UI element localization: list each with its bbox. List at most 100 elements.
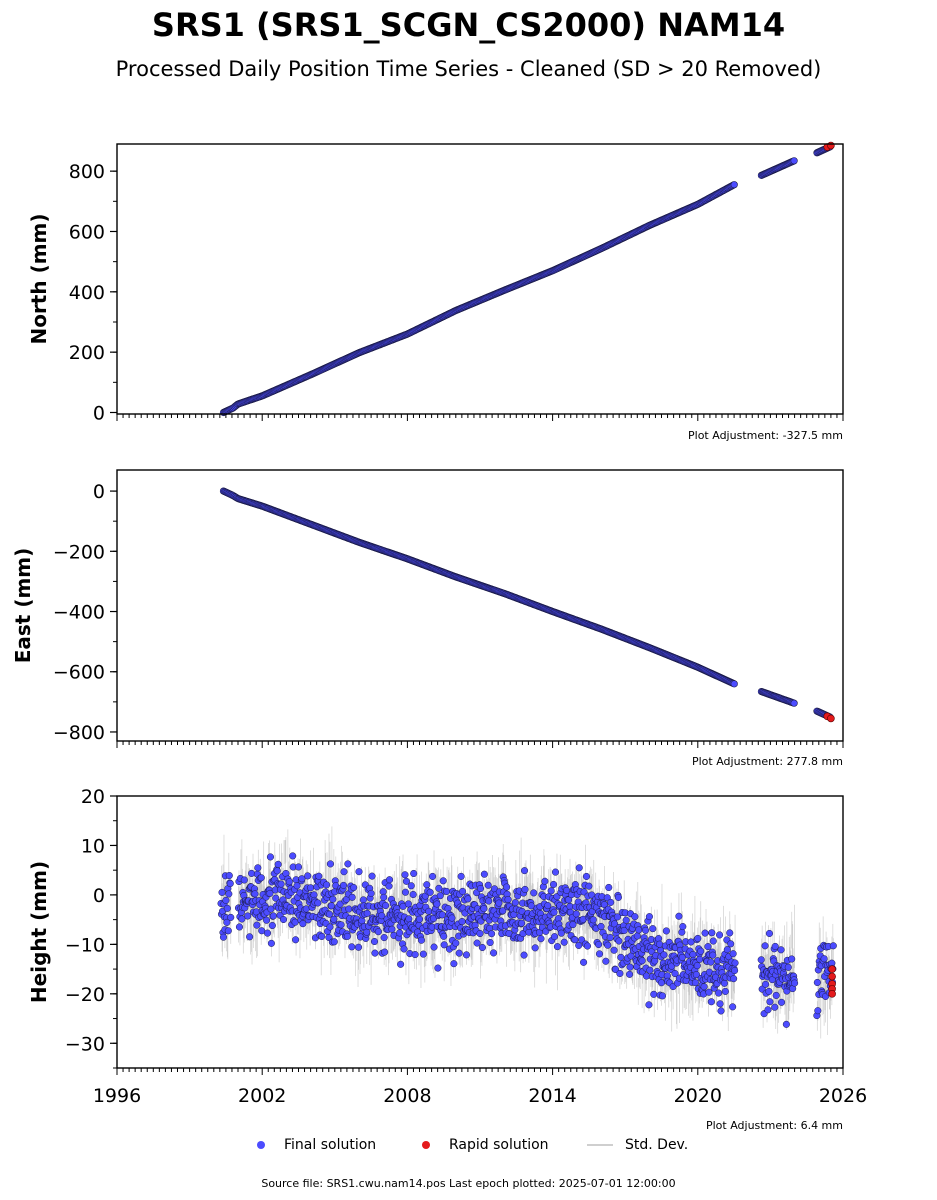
final-point xyxy=(791,979,799,987)
final-point xyxy=(344,860,352,868)
y-tick-label: −800 xyxy=(53,722,105,744)
final-point xyxy=(440,941,448,949)
final-point xyxy=(585,882,593,890)
final-point xyxy=(227,913,235,921)
final-point xyxy=(813,978,821,987)
final-point xyxy=(731,967,739,975)
final-point xyxy=(537,935,545,943)
final-point xyxy=(622,916,630,924)
final-point xyxy=(348,893,356,901)
final-point xyxy=(371,949,379,957)
final-point xyxy=(348,943,356,951)
x-tick-label: 2008 xyxy=(383,1085,431,1107)
final-point xyxy=(761,942,769,950)
final-point xyxy=(450,960,458,968)
final-point xyxy=(340,868,348,876)
y-tick-label: 10 xyxy=(81,835,105,857)
panel-0: 0 200 400 600 800 North (mm) xyxy=(27,141,844,424)
final-point xyxy=(302,905,310,913)
final-point xyxy=(557,929,565,937)
y-axis-label: Height (mm) xyxy=(27,861,51,1003)
final-point xyxy=(511,899,519,907)
final-point xyxy=(219,933,228,941)
final-point xyxy=(633,932,641,940)
final-point xyxy=(616,969,624,978)
x-tick-label: 2002 xyxy=(238,1085,286,1107)
final-point xyxy=(691,979,699,987)
final-point xyxy=(504,895,512,904)
final-point xyxy=(480,905,488,913)
final-point xyxy=(354,943,363,951)
final-point xyxy=(518,919,526,927)
final-point xyxy=(343,932,351,940)
final-point xyxy=(521,885,529,893)
stddev-line-icon xyxy=(587,1144,613,1146)
final-point xyxy=(363,909,371,917)
final-point xyxy=(660,951,668,959)
final-point xyxy=(473,939,481,947)
final-point xyxy=(784,963,792,971)
legend: Final solution Rapid solution Std. Dev. xyxy=(0,1137,937,1159)
final-point xyxy=(485,897,493,905)
final-point xyxy=(222,896,230,904)
final-point xyxy=(764,1006,772,1014)
final-point xyxy=(571,936,579,944)
final-point xyxy=(580,958,588,966)
final-point xyxy=(339,881,348,889)
final-point xyxy=(520,867,529,875)
final-point xyxy=(263,929,272,937)
final-point xyxy=(457,872,465,880)
final-point xyxy=(569,921,577,929)
final-point xyxy=(727,940,735,948)
final-point xyxy=(541,877,549,885)
final-point xyxy=(550,933,559,941)
final-point xyxy=(415,915,424,923)
legend-stddev-label: Std. Dev. xyxy=(625,1137,689,1153)
final-point xyxy=(572,910,580,918)
final-point xyxy=(595,950,604,958)
final-point xyxy=(765,929,773,938)
y-tick-label: −600 xyxy=(53,662,105,684)
final-point xyxy=(721,987,729,995)
final-point xyxy=(790,157,798,165)
final-point xyxy=(617,953,625,961)
final-point xyxy=(480,870,488,878)
final-point xyxy=(582,872,591,880)
final-point xyxy=(547,887,555,895)
final-point xyxy=(435,884,443,892)
final-point xyxy=(433,900,441,908)
final-point xyxy=(269,912,277,920)
legend-rapid: Rapid solution xyxy=(422,1137,549,1153)
final-point xyxy=(715,989,723,997)
final-point xyxy=(626,970,634,978)
final-point xyxy=(440,932,448,940)
final-point xyxy=(530,889,538,897)
final-point xyxy=(790,699,798,707)
legend-final: Final solution xyxy=(257,1137,376,1153)
final-point xyxy=(330,938,338,946)
y-tick-label: 0 xyxy=(93,885,105,907)
final-point xyxy=(716,1000,724,1008)
plot-frame xyxy=(116,143,844,415)
chart-subtitle: Processed Daily Position Time Series - C… xyxy=(115,57,822,81)
y-tick-label: −30 xyxy=(65,1033,105,1055)
final-point xyxy=(730,181,738,189)
final-point xyxy=(693,962,701,970)
final-point xyxy=(359,896,367,904)
final-point xyxy=(476,929,484,938)
final-point xyxy=(595,940,603,949)
final-point xyxy=(814,1007,822,1015)
y-tick-label: −20 xyxy=(65,984,105,1006)
final-point xyxy=(642,972,651,980)
final-point xyxy=(251,890,259,898)
data-points xyxy=(217,826,837,1039)
final-point xyxy=(380,934,388,942)
final-point xyxy=(486,938,494,947)
final-point xyxy=(273,867,281,875)
rapid-point xyxy=(828,990,836,998)
final-point xyxy=(707,998,715,1006)
final-point xyxy=(641,926,650,934)
final-point xyxy=(649,925,657,933)
final-point xyxy=(314,899,322,907)
final-point xyxy=(417,936,425,944)
